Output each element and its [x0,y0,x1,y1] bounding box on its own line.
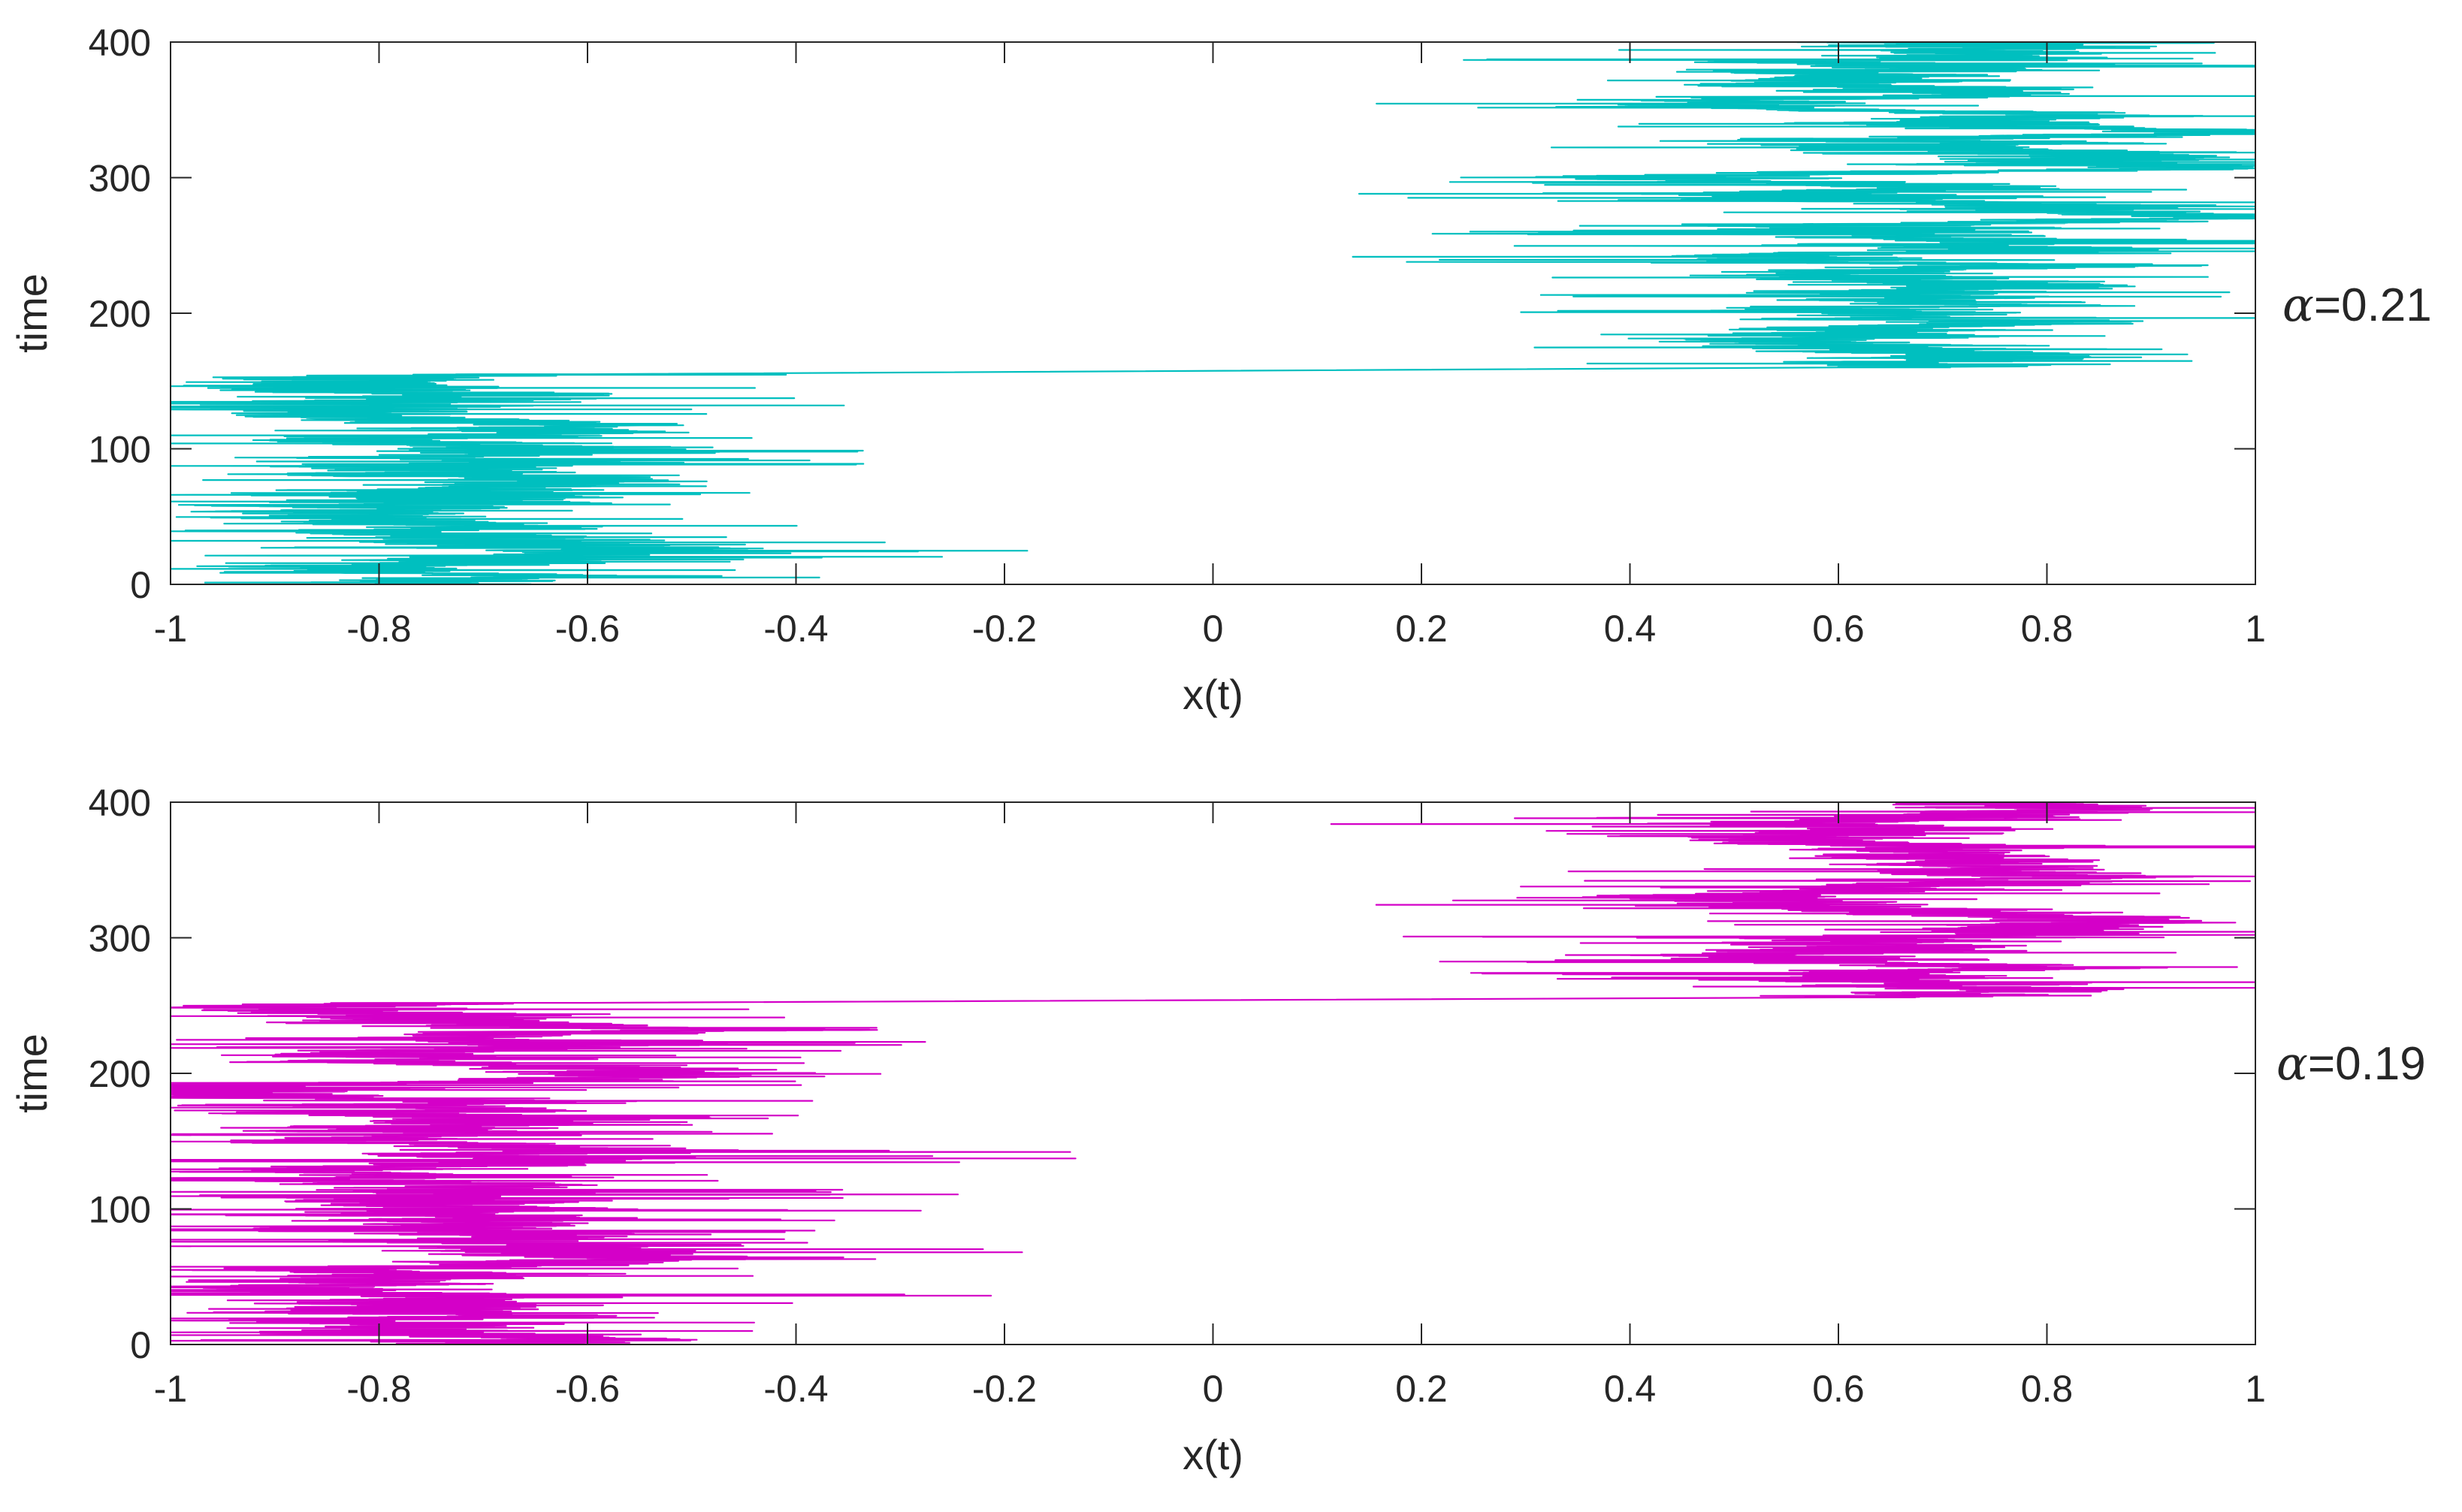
y-tick-label: 0 [130,1324,151,1366]
y-tick-label: 100 [89,429,151,471]
y-axis-label: time [8,273,56,353]
x-axis-label: x(t) [1183,671,1243,718]
x-tick-label: -0.2 [972,608,1037,650]
x-tick-label: 0.4 [1604,608,1657,650]
trajectory-line [171,802,2255,1345]
y-tick-label: 100 [89,1189,151,1231]
x-tick-label: 0.6 [1812,1368,1865,1410]
y-axis-label: time [8,1034,56,1113]
x-tick-label: -0.8 [346,608,411,650]
x-tick-label: 1 [2245,608,2266,650]
x-tick-label: -1 [154,1368,187,1410]
x-tick-label: -0.6 [555,1368,620,1410]
x-tick-label: -0.2 [972,1368,1037,1410]
x-tick-label: 0.2 [1395,1368,1448,1410]
y-tick-label: 0 [130,564,151,606]
x-tick-label: 0.8 [2021,608,2074,650]
x-tick-label: 0.4 [1604,1368,1657,1410]
x-tick-label: -0.6 [555,608,620,650]
x-tick-label: -1 [154,608,187,650]
alpha-annotation: α=0.19 [2276,1036,2426,1091]
alpha-value: =0.21 [2314,279,2432,331]
subplot-2: -1 -0.8 -0.6 -0.4 -0.2 0 0.2 0.4 0.6 0.8 1 0 100 200 3… [8,782,2426,1478]
y-tick-label: 300 [89,158,151,200]
x-tick-label: 0 [1203,608,1224,650]
y-tick-label: 200 [89,293,151,335]
y-tick-label: 400 [89,22,151,64]
x-tick-label: -0.4 [763,608,828,650]
x-tick-label: 0.6 [1812,608,1865,650]
x-tick-label: 0.2 [1395,608,1448,650]
trajectory-line [171,42,2255,584]
y-tick-label: 200 [89,1053,151,1095]
alpha-value: =0.19 [2308,1038,2426,1090]
x-tick-label: 0.8 [2021,1368,2074,1410]
x-axis-label: x(t) [1183,1431,1243,1478]
x-tick-label: 0 [1203,1368,1224,1410]
subplot-1: -1 -0.8 -0.6 -0.4 -0.2 0 0.2 0.4 0.6 0.8 1 0 100 200 3… [8,22,2432,718]
x-tick-label: -0.8 [346,1368,411,1410]
y-tick-label: 300 [89,918,151,960]
alpha-annotation: α=0.21 [2282,277,2432,332]
alpha-symbol: α [2276,1036,2308,1091]
x-tick-label: 1 [2245,1368,2266,1410]
y-tick-label: 400 [89,782,151,824]
x-tick-label: -0.4 [763,1368,828,1410]
alpha-symbol: α [2282,277,2314,332]
